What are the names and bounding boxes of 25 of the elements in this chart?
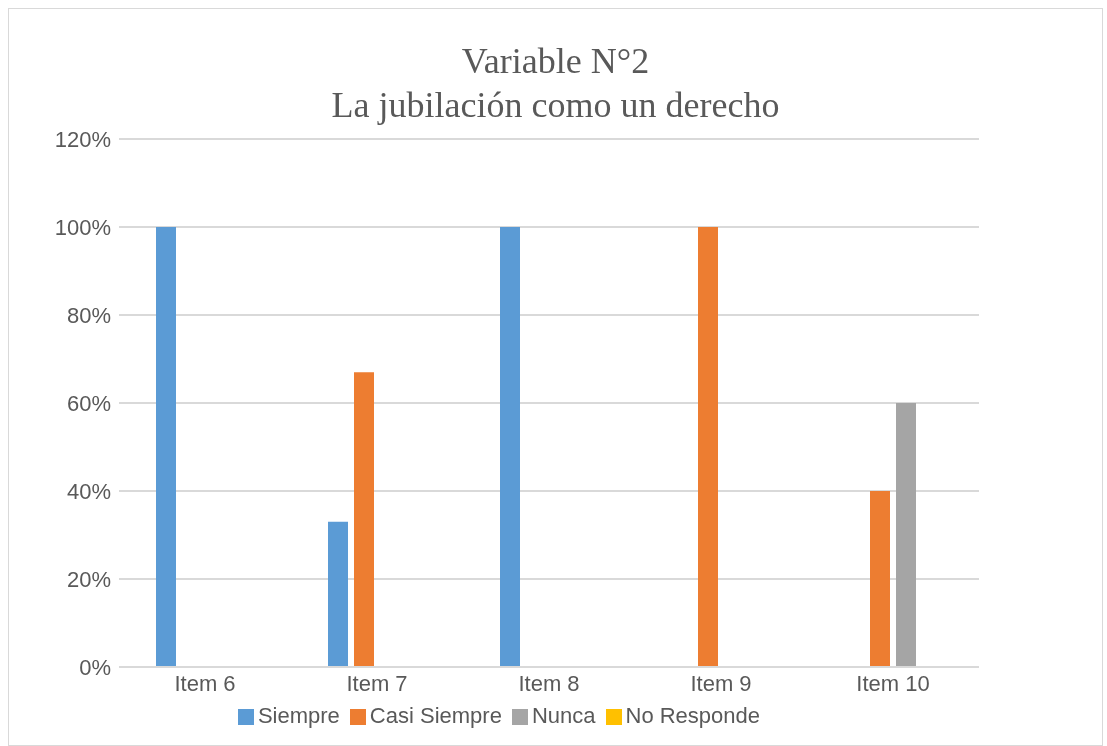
bar bbox=[896, 403, 916, 667]
x-tick-label: Item 8 bbox=[518, 670, 580, 696]
y-tick-label: 100% bbox=[54, 214, 111, 240]
y-tick-label: 80% bbox=[66, 302, 111, 328]
legend-label: Nunca bbox=[531, 703, 596, 728]
chart-subtitle: La jubilación como un derecho bbox=[330, 84, 781, 127]
legend-label: No Responde bbox=[625, 703, 761, 728]
bar bbox=[328, 521, 348, 667]
x-tick-label: Item 9 bbox=[690, 670, 752, 696]
bar bbox=[354, 372, 374, 667]
y-tick-label: 20% bbox=[66, 566, 111, 592]
bar bbox=[870, 491, 890, 667]
chart-title: Variable N°2 bbox=[460, 40, 651, 83]
bar bbox=[156, 227, 176, 667]
y-tick-label: 40% bbox=[66, 478, 111, 504]
y-tick-label: 60% bbox=[66, 390, 111, 416]
x-tick-label: Item 7 bbox=[346, 670, 408, 696]
bar bbox=[698, 227, 718, 667]
legend-label: Siempre bbox=[257, 703, 340, 728]
bar bbox=[500, 227, 520, 667]
y-tick-label: 0% bbox=[79, 654, 111, 680]
legend-label: Casi Siempre bbox=[369, 703, 502, 728]
x-tick-label: Item 6 bbox=[174, 670, 236, 696]
y-tick-label: 120% bbox=[54, 126, 111, 152]
x-tick-label: Item 10 bbox=[856, 670, 930, 696]
